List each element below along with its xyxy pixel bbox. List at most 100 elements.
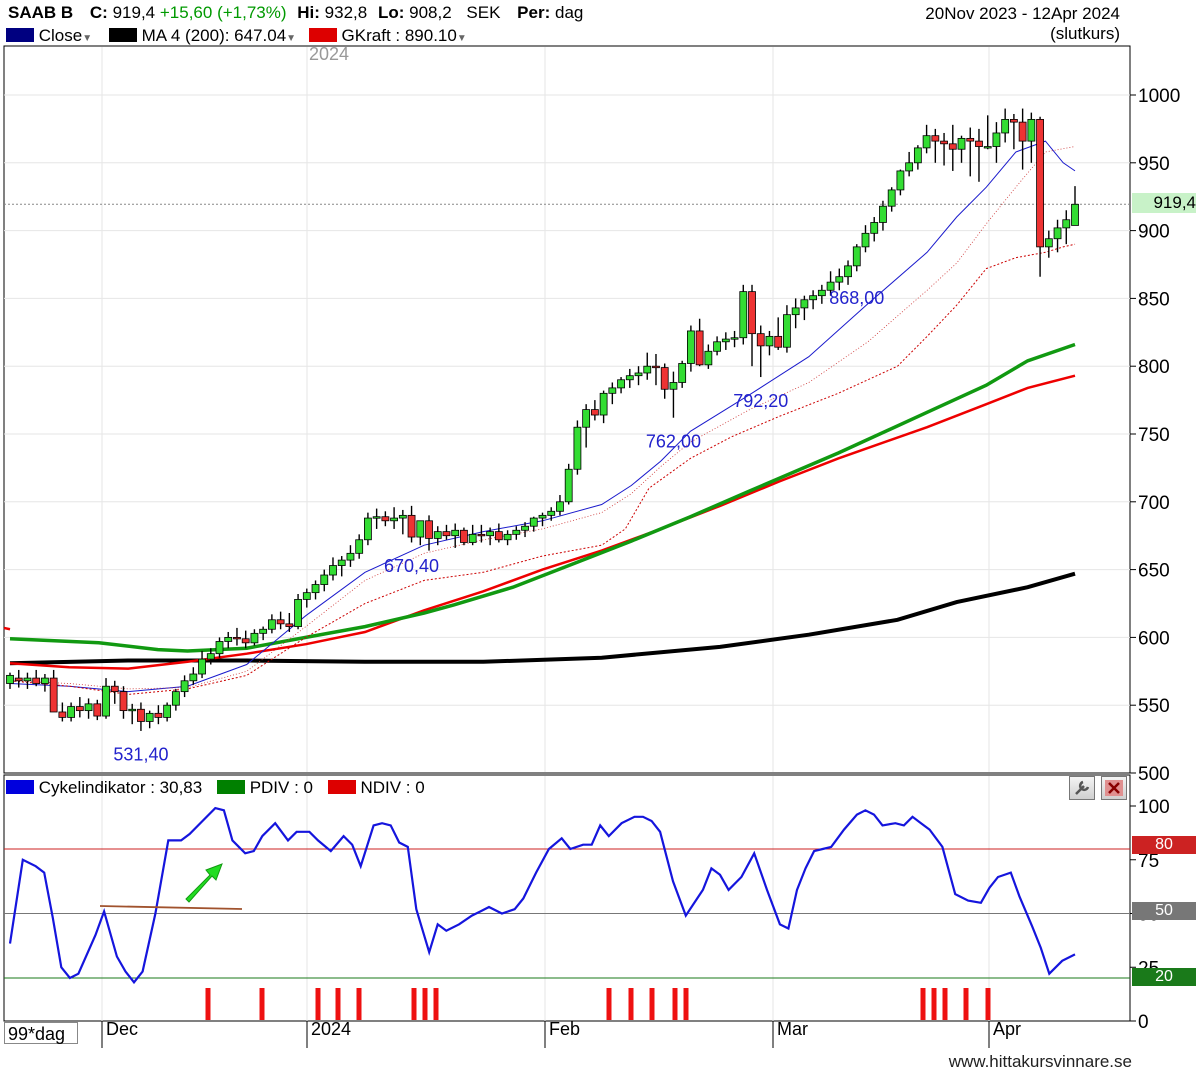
candle-body bbox=[460, 529, 468, 543]
candle bbox=[1018, 108, 1027, 170]
divergence-line bbox=[99, 905, 243, 910]
candle bbox=[599, 390, 608, 424]
signal-marker bbox=[649, 988, 655, 1020]
close-swatch bbox=[6, 28, 34, 42]
period-selector[interactable]: 99*dag bbox=[4, 1022, 78, 1044]
candle-body bbox=[1036, 119, 1044, 248]
candle bbox=[154, 705, 163, 725]
dropdown-arrow-icon[interactable]: ▼ bbox=[286, 33, 297, 44]
signal-marker bbox=[606, 988, 612, 1020]
close-icon bbox=[1105, 780, 1123, 796]
price-axis: 500 550 600 650 700 750 800 850 900 950 1000 bbox=[1130, 86, 1180, 785]
candle-body bbox=[608, 387, 617, 394]
candle-body bbox=[84, 703, 93, 712]
candle-body bbox=[416, 520, 425, 538]
indicator-tick-label: 75 bbox=[1138, 851, 1159, 872]
candle bbox=[189, 667, 198, 685]
candle bbox=[582, 404, 591, 448]
candle bbox=[407, 505, 416, 543]
candle bbox=[739, 284, 748, 345]
candle bbox=[983, 115, 992, 150]
candle-body bbox=[721, 338, 730, 343]
candle-body bbox=[809, 295, 818, 301]
legend-pdiv[interactable]: PDIV : 0 bbox=[249, 778, 313, 797]
signal-marker bbox=[628, 988, 634, 1020]
candle-body bbox=[215, 641, 224, 655]
candle-body bbox=[67, 706, 76, 718]
candle bbox=[861, 225, 870, 253]
candle bbox=[425, 515, 433, 551]
date-label: 2024 bbox=[311, 1019, 351, 1039]
legend-gkraft[interactable]: GKraft : 890.10 bbox=[341, 26, 457, 45]
candle-body bbox=[302, 592, 311, 600]
price-legend: Close▼ MA 4 (200): 647.04▼ GKraft : 890.… bbox=[6, 26, 467, 46]
price-tick-label: 950 bbox=[1138, 154, 1170, 175]
candle bbox=[67, 702, 76, 722]
candle bbox=[355, 534, 364, 559]
candle bbox=[774, 317, 783, 350]
candle-body bbox=[468, 533, 477, 543]
price-tick-label: 900 bbox=[1138, 222, 1170, 243]
candle bbox=[669, 371, 678, 418]
ma-red-line bbox=[9, 374, 1076, 670]
indicator-tick-label: 100 bbox=[1138, 797, 1170, 818]
cycle-line bbox=[8, 806, 1076, 985]
cycle-swatch bbox=[6, 780, 34, 794]
close-indicator-button[interactable] bbox=[1101, 776, 1127, 800]
dropdown-arrow-icon[interactable]: ▼ bbox=[82, 33, 93, 44]
candle-body bbox=[660, 367, 669, 390]
last-price-tag: 919,4 bbox=[1132, 193, 1196, 213]
candle bbox=[695, 318, 704, 367]
candle bbox=[844, 260, 852, 285]
low-annotation: 792,20 bbox=[733, 391, 788, 411]
candle bbox=[975, 128, 983, 182]
candle bbox=[852, 244, 861, 272]
candle bbox=[477, 524, 486, 543]
candle bbox=[58, 702, 67, 722]
candle bbox=[791, 298, 800, 329]
level-80-tag: 80 bbox=[1132, 836, 1196, 854]
candle bbox=[32, 669, 41, 687]
candle bbox=[521, 522, 529, 538]
signal-marker bbox=[920, 988, 926, 1020]
candle-body bbox=[276, 619, 285, 625]
candle-body bbox=[381, 516, 390, 522]
legend-ndiv[interactable]: NDIV : 0 bbox=[360, 778, 425, 797]
ma-red-line-extension bbox=[3, 626, 11, 631]
legend-cycle[interactable]: Cykelindikator : 30,83 bbox=[38, 778, 203, 797]
candle-body bbox=[817, 289, 826, 297]
candle-body bbox=[783, 314, 791, 348]
candle bbox=[23, 672, 32, 689]
candle-body bbox=[206, 653, 215, 660]
candle-body bbox=[966, 137, 975, 142]
signal-marker bbox=[942, 988, 948, 1020]
legend-close[interactable]: Close bbox=[38, 26, 83, 45]
date-label: Apr bbox=[993, 1019, 1021, 1039]
close-value: 919,4 bbox=[112, 3, 156, 22]
candle bbox=[704, 344, 713, 369]
high-label: Hi: bbox=[297, 3, 320, 22]
candle-body bbox=[241, 638, 250, 644]
candle-body bbox=[861, 232, 870, 248]
candle-body bbox=[1053, 227, 1062, 240]
signal-marker bbox=[335, 988, 341, 1020]
candle-body bbox=[390, 517, 398, 522]
candle bbox=[887, 187, 896, 212]
candle bbox=[486, 527, 495, 546]
candle bbox=[1053, 219, 1062, 253]
candle bbox=[285, 612, 294, 632]
candle bbox=[922, 124, 931, 154]
candle-body bbox=[320, 574, 329, 585]
period-value: dag bbox=[554, 3, 584, 22]
candle bbox=[398, 509, 407, 535]
candle-body bbox=[285, 623, 294, 627]
dropdown-arrow-icon[interactable]: ▼ bbox=[456, 33, 467, 44]
settings-button[interactable] bbox=[1069, 776, 1095, 800]
legend-ma[interactable]: MA 4 (200): 647.04 bbox=[141, 26, 287, 45]
candle-body bbox=[573, 426, 582, 470]
signal-marker bbox=[422, 988, 428, 1020]
candle-body bbox=[1018, 121, 1027, 142]
candle-body bbox=[163, 704, 172, 718]
candle bbox=[826, 271, 835, 296]
candle bbox=[84, 698, 93, 719]
